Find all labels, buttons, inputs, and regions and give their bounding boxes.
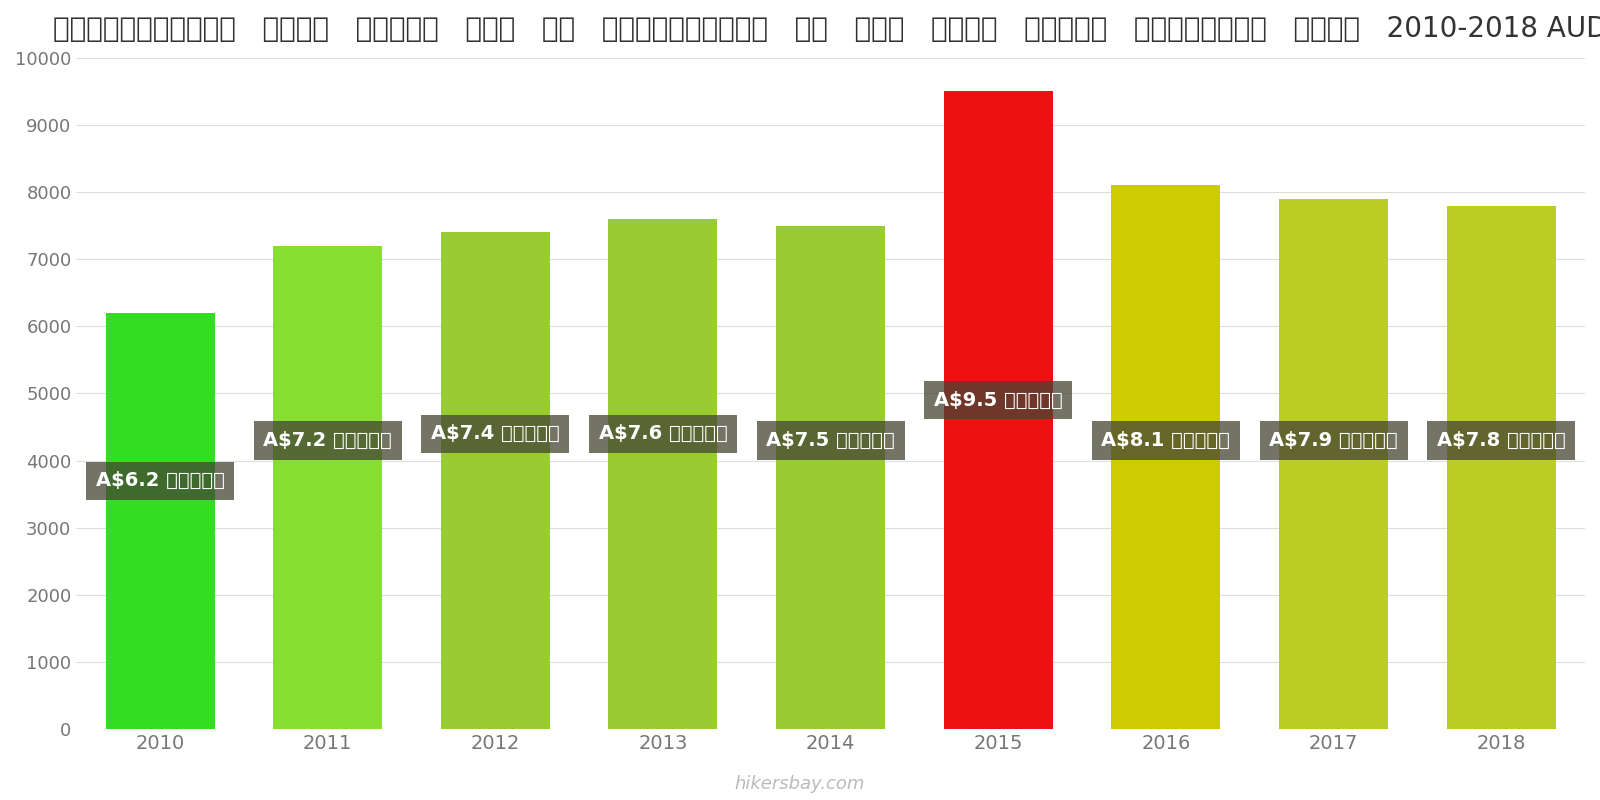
Bar <box>1446 206 1555 729</box>
Bar <box>1278 199 1389 729</box>
Text: A$7.6 हज़ार: A$7.6 हज़ार <box>598 424 728 443</box>
Bar <box>442 232 550 729</box>
Bar <box>274 246 382 729</box>
Title: ऑस्ट्रेलिया   सिटी   सेंटर   में   एक   अपार्टमेंट   के   लिए   कीमत   प्रति   स: ऑस्ट्रेलिया सिटी सेंटर में एक अपार्टमेंट… <box>53 15 1600 43</box>
Bar <box>776 226 885 729</box>
Bar <box>106 313 214 729</box>
Text: A$8.1 हज़ार: A$8.1 हज़ार <box>1101 431 1230 450</box>
Text: A$7.8 हज़ार: A$7.8 हज़ार <box>1437 431 1565 450</box>
Bar <box>944 91 1053 729</box>
Text: A$7.2 हज़ार: A$7.2 हज़ार <box>264 431 392 450</box>
Text: A$7.5 हज़ार: A$7.5 हज़ार <box>766 431 894 450</box>
Bar <box>1112 186 1221 729</box>
Text: A$7.9 हज़ार: A$7.9 हज़ार <box>1269 431 1398 450</box>
Text: A$9.5 हज़ार: A$9.5 हज़ार <box>934 390 1062 410</box>
Text: A$7.4 हज़ार: A$7.4 हज़ार <box>430 424 560 443</box>
Text: hikersbay.com: hikersbay.com <box>734 775 866 793</box>
Bar <box>608 219 717 729</box>
Text: A$6.2 हज़ार: A$6.2 हज़ार <box>96 471 224 490</box>
